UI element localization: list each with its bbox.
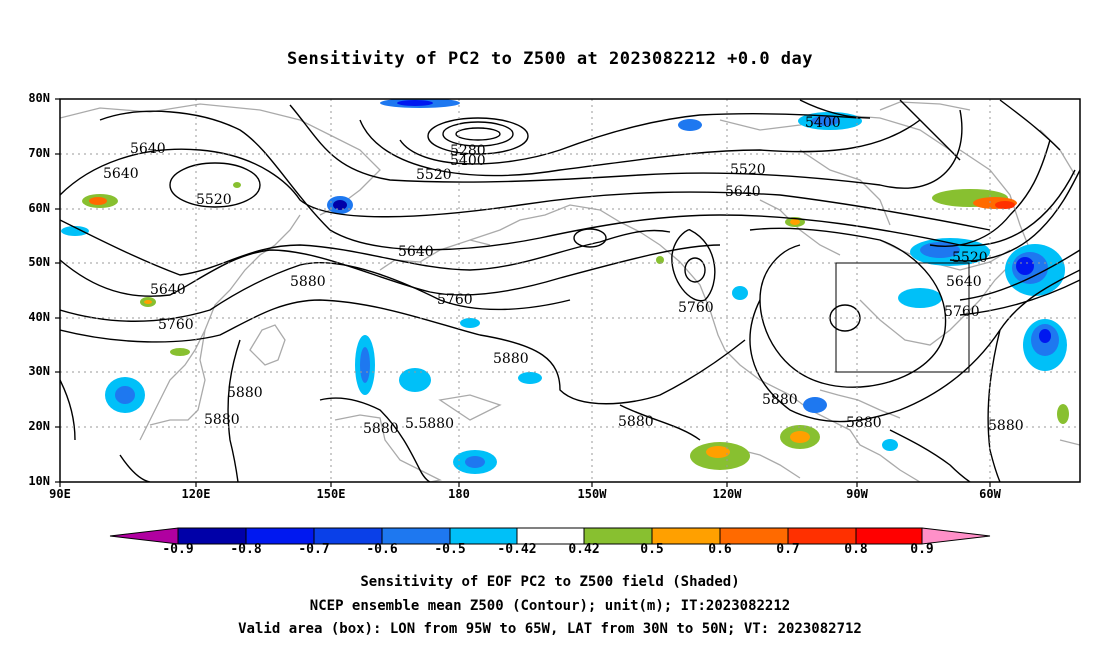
contour-label: 5640	[130, 141, 166, 157]
caption-contour: NCEP ensemble mean Z500 (Contour); unit(…	[309, 598, 791, 614]
contour-label: 5640	[946, 274, 982, 290]
caption-shading: Sensitivity of EOF PC2 to Z500 field (Sh…	[360, 574, 740, 590]
lon-label: 60W	[979, 487, 1001, 501]
lon-label: 150W	[577, 487, 607, 501]
lon-label: 120W	[712, 487, 742, 501]
lon-label: 120E	[181, 487, 211, 501]
colorbar-swatch	[921, 527, 991, 545]
colorbar-label: 0.42	[568, 542, 600, 557]
colorbar-label: -0.42	[497, 542, 537, 557]
caption-valid-area: Valid area (box): LON from 95W to 65W, L…	[238, 621, 862, 637]
contour-label: 5880	[227, 385, 263, 401]
contour-label: 5520	[416, 167, 452, 183]
lat-label: 10N	[28, 474, 50, 488]
contour-label: 5520	[730, 162, 766, 178]
grid-lines	[60, 99, 1080, 482]
lat-label: 80N	[28, 91, 50, 105]
contour-label: 5760	[158, 317, 194, 333]
contour-labels: 5640 5640 5520 5280 5400 5520 5400 5520 …	[103, 115, 1024, 437]
contour-label: 5280	[450, 143, 486, 159]
colorbar-label: 0.7	[776, 542, 800, 557]
contour-label: 5640	[150, 282, 186, 298]
colorbar-label: -0.8	[230, 542, 262, 557]
contour-label: 5880	[988, 418, 1024, 434]
contour-label: 5880	[846, 415, 882, 431]
contour-label: 5880	[204, 412, 240, 428]
contour-label: 5640	[725, 184, 761, 200]
contour-label: 5400	[805, 115, 841, 131]
colorbar-label: 0.8	[844, 542, 868, 557]
contour-label: 5880	[363, 421, 399, 437]
lat-label: 50N	[28, 255, 50, 269]
axis-ticks	[55, 98, 991, 487]
z500-contours	[60, 99, 1080, 482]
lat-label: 60N	[28, 201, 50, 215]
map-title: Sensitivity of PC2 to Z500 at 2023082212…	[286, 49, 813, 69]
valid-area-box	[835, 262, 970, 373]
colorbar-label: 0.6	[708, 542, 732, 557]
contour-label: 5760	[678, 300, 714, 316]
colorbar-label: -0.7	[298, 542, 330, 557]
contour-label: 5760	[944, 304, 980, 320]
contour-label: 5520	[952, 250, 988, 266]
colorbar-label: 0.5	[640, 542, 664, 557]
lon-label: 90W	[846, 487, 868, 501]
lon-label: 90E	[49, 487, 71, 501]
colorbar-label: -0.9	[162, 542, 194, 557]
colorbar-label: -0.6	[366, 542, 398, 557]
lat-label: 30N	[28, 364, 50, 378]
lat-label: 40N	[28, 310, 50, 324]
lat-label: 70N	[28, 146, 50, 160]
contour-label: 5.5880	[405, 416, 454, 432]
plot-frame	[59, 98, 1081, 483]
contour-label: 5640	[103, 166, 139, 182]
colorbar	[109, 527, 991, 545]
colorbar-label: 0.9	[910, 542, 934, 557]
lon-label: 180	[448, 487, 470, 501]
contour-label: 5760	[437, 292, 473, 308]
contour-label: 5880	[290, 274, 326, 290]
contour-label: 5880	[493, 351, 529, 367]
colorbar-label: -0.5	[434, 542, 466, 557]
contour-label: 5640	[398, 244, 434, 260]
contour-label: 5400	[450, 153, 486, 169]
contour-label: 5880	[618, 414, 654, 430]
lat-label: 20N	[28, 419, 50, 433]
contour-label: 5520	[196, 192, 232, 208]
contour-label: 5880	[762, 392, 798, 408]
lon-label: 150E	[316, 487, 346, 501]
